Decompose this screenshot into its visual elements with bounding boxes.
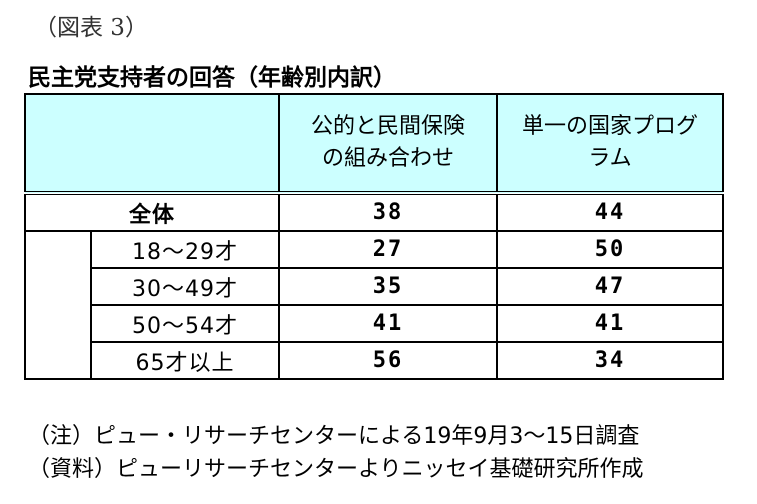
- cell-public-private: 27: [278, 230, 498, 269]
- header-public-private: 公的と民間保険 の組み合わせ: [278, 93, 498, 195]
- cell-single-national: 47: [496, 267, 724, 306]
- header-line: 単一の国家プログ: [521, 114, 698, 140]
- indent-cell: [24, 305, 92, 342]
- header-line: ラム: [588, 146, 632, 171]
- table-row-total: 全体 38 44: [24, 192, 724, 232]
- footnotes: （注）ピュー・リサーチセンターによる19年9月3～15日調査 （資料）ピューリサ…: [28, 420, 644, 486]
- header-line: の組み合わせ: [321, 146, 454, 171]
- header-blank-cell: [24, 93, 280, 195]
- table-row: 18～29才 27 50: [24, 230, 724, 269]
- cell-public-private: 41: [278, 304, 498, 343]
- row-label: 全体: [24, 192, 280, 232]
- footnote-source: （資料）ピューリサーチセンターよりニッセイ基礎研究所作成: [28, 457, 644, 482]
- header-line: 公的と民間保険: [310, 114, 465, 140]
- footnote-note: （注）ピュー・リサーチセンターによる19年9月3～15日調査: [28, 424, 640, 449]
- row-label: 18～29才: [90, 230, 280, 269]
- figure-label: （図表 3）: [34, 15, 148, 41]
- indent-cell: [24, 268, 92, 305]
- indent-cell: [24, 231, 92, 268]
- figure-title: 民主党支持者の回答（年齢別内訳）: [28, 65, 396, 91]
- table-row: 50～54才 41 41: [24, 304, 724, 343]
- cell-public-private: 56: [278, 341, 498, 380]
- row-label: 30～49才: [90, 267, 280, 306]
- header-single-national: 単一の国家プログ ラム: [496, 93, 724, 195]
- cell-single-national: 44: [496, 192, 724, 232]
- cell-single-national: 34: [496, 341, 724, 380]
- table-row: 30～49才 35 47: [24, 267, 724, 306]
- indent-cell: [24, 342, 92, 380]
- table-row: 65才以上 56 34: [24, 341, 724, 380]
- survey-table: 公的と民間保険 の組み合わせ 単一の国家プログ ラム 全体 38 44 18～2…: [24, 93, 724, 380]
- cell-public-private: 35: [278, 267, 498, 306]
- cell-public-private: 38: [278, 192, 498, 232]
- cell-single-national: 50: [496, 230, 724, 269]
- cell-single-national: 41: [496, 304, 724, 343]
- table-header-row: 公的と民間保険 の組み合わせ 単一の国家プログ ラム: [24, 93, 724, 195]
- row-label: 50～54才: [90, 304, 280, 343]
- row-label: 65才以上: [90, 341, 280, 380]
